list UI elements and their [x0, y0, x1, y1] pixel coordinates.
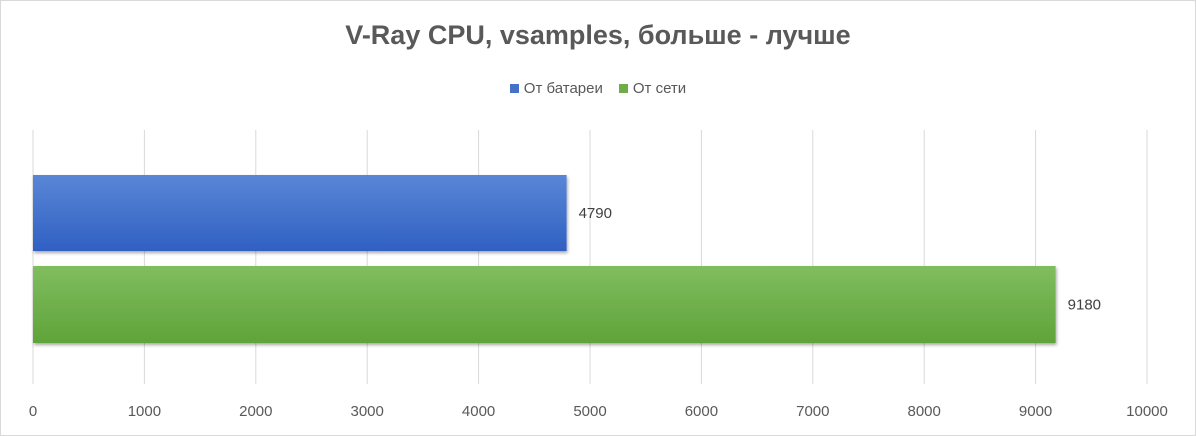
x-tick-label: 1000: [128, 403, 161, 420]
x-axis-ticks: 0 1000 2000 3000 4000 5000 6000 7000 8000 9000 100…: [29, 403, 1168, 420]
x-tick-label: 2000: [239, 403, 272, 420]
legend-item-mains: От сети: [618, 80, 687, 97]
bars: [33, 175, 1056, 343]
x-tick-label: 5000: [573, 403, 606, 420]
legend-label-mains: От сети: [632, 80, 687, 97]
legend: От батареи От сети: [0, 80, 1196, 97]
chart-title: V-Ray CPU, vsamples, больше - лучше: [345, 20, 851, 50]
x-tick-label: 10000: [1126, 403, 1168, 420]
legend-swatch-battery: [509, 84, 519, 93]
gridlines: [32, 130, 1148, 384]
x-tick-label: 4000: [462, 403, 495, 420]
x-tick-label: 6000: [685, 403, 718, 420]
legend-label-battery: От батареи: [523, 80, 603, 97]
data-label-battery: 4790: [579, 205, 612, 222]
bar-mains: [33, 266, 1056, 343]
x-tick-label: 7000: [796, 403, 829, 420]
data-labels: 4790 9180: [579, 205, 1101, 314]
x-tick-label: 8000: [908, 403, 941, 420]
x-tick-label: 3000: [351, 403, 384, 420]
bar-battery: [33, 175, 567, 251]
legend-item-battery: От батареи: [509, 80, 603, 97]
legend-swatch-mains: [618, 84, 628, 93]
x-tick-label: 0: [29, 403, 37, 420]
x-tick-label: 9000: [1019, 403, 1052, 420]
data-label-mains: 9180: [1068, 297, 1101, 314]
